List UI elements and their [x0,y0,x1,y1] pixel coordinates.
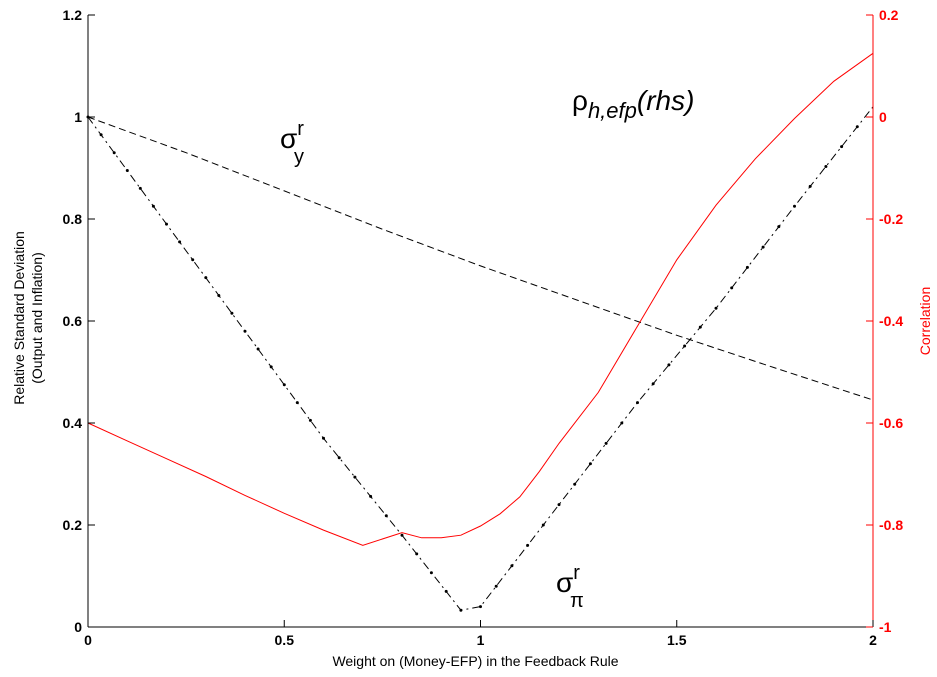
left-tick-label: 1.2 [63,7,83,23]
series-marker [191,258,195,262]
series-marker [573,482,577,486]
series-marker [282,383,286,387]
series-marker [793,204,796,208]
series-marker [840,145,844,149]
series-marker [698,325,702,329]
series-marker [651,382,655,386]
annotation-sub: y [294,146,304,168]
series-marker [510,564,514,568]
annotations: σr yρh,efp(rhs)σr π [280,85,694,612]
series-marker [429,571,433,575]
series-marker [730,286,734,290]
x-tick-label: 0.5 [275,632,295,648]
series-marker [178,240,182,244]
series-marker [269,365,273,369]
series-marker [112,151,116,155]
annotation-sup: r [297,118,304,140]
series-marker [636,401,639,405]
right-tick-label: 0.2 [879,7,899,23]
series-marker [217,294,221,297]
series-marker [353,475,357,479]
left-tick-label: 0.6 [63,313,83,329]
right-tick-label: 0 [879,109,887,125]
x-tick-label: 1.5 [667,632,687,648]
right-tick-label: -1 [879,619,892,635]
series-marker [824,165,828,168]
series-marker [745,265,749,269]
left-tick-label: 1 [74,109,82,125]
series-marker [526,543,530,547]
series-marker [165,222,168,226]
series-marker [337,456,341,460]
series-marker [714,306,718,310]
right-tick-label: -0.6 [879,415,903,431]
plot-lines [86,52,874,612]
right-tick-label: -0.2 [879,211,903,227]
series-marker [620,421,624,425]
series-line-rho [87,52,874,546]
series-marker [322,436,325,440]
series-marker [400,533,404,537]
series-marker [557,503,561,507]
left-tick-label: 0.2 [63,517,83,533]
right-tick-label: -0.4 [879,313,903,329]
series-marker [308,418,312,422]
series-marker [761,245,765,249]
right-tick-label: -0.8 [879,517,903,533]
left-tick-label: 0.8 [63,211,83,227]
annotation-sub: π [570,590,584,612]
series-marker [295,401,299,405]
x-tick-label: 1 [477,632,485,648]
left-axis-label-line: (Output and Inflation) [29,252,45,384]
annotation-base: ρ [572,85,588,116]
left-tick-label: 0 [74,619,82,635]
series-marker [777,225,781,229]
x-axis-label: Weight on (Money-EFP) in the Feedback Ru… [332,653,618,669]
axes [87,15,874,628]
series-marker [243,329,247,333]
annotation-sub: h,efp [588,98,637,123]
series-marker [541,523,545,527]
x-tick-label: 2 [869,632,877,648]
series-marker [256,347,260,351]
annotation-rho: ρh,efp(rhs) [572,85,694,123]
series-marker [138,186,142,190]
series-marker [204,276,208,280]
annotation-sigma-pi: σr π [556,562,584,612]
x-tick-label: 0 [84,632,92,648]
series-marker [125,169,129,172]
series-marker [230,311,234,315]
series-line-sigma-y [87,116,874,401]
right-axis-label: Correlation [917,287,933,355]
left-axis-label-line: Relative Standard Deviation [11,231,27,405]
annotation-base: σ [280,123,297,154]
series-marker [479,605,482,609]
annotation-sup: r [573,562,580,584]
series-marker [683,344,687,348]
series-marker [415,552,419,556]
left-tick-label: 0.4 [63,415,83,431]
left-axis-label: Relative Standard Deviation (Output and I… [11,231,45,405]
series-marker [459,608,463,612]
series-marker [855,125,859,129]
series-marker [808,184,812,188]
axis-labels: Weight on (Money-EFP) in the Feedback Ru… [11,231,933,669]
series-line-sigma-pi [87,106,874,611]
annotation-sigma-y: σr y [280,118,304,168]
series-marker [384,514,388,518]
series-marker [369,494,373,498]
series-marker [604,441,608,445]
series-marker [99,133,103,137]
annotation-tail: (rhs) [637,85,695,116]
series-marker [444,589,448,593]
annotation-base: σ [556,567,573,598]
series-marker [667,363,671,367]
series-marker [151,204,155,208]
ticks: 0 0.5 1 1.5 2 0 0.2 0.4 0.6 0.8 1 1.2 -1 -0.8 -0.6 -0.4… [63,7,904,648]
series-marker [588,462,592,466]
series-marker [494,584,498,588]
